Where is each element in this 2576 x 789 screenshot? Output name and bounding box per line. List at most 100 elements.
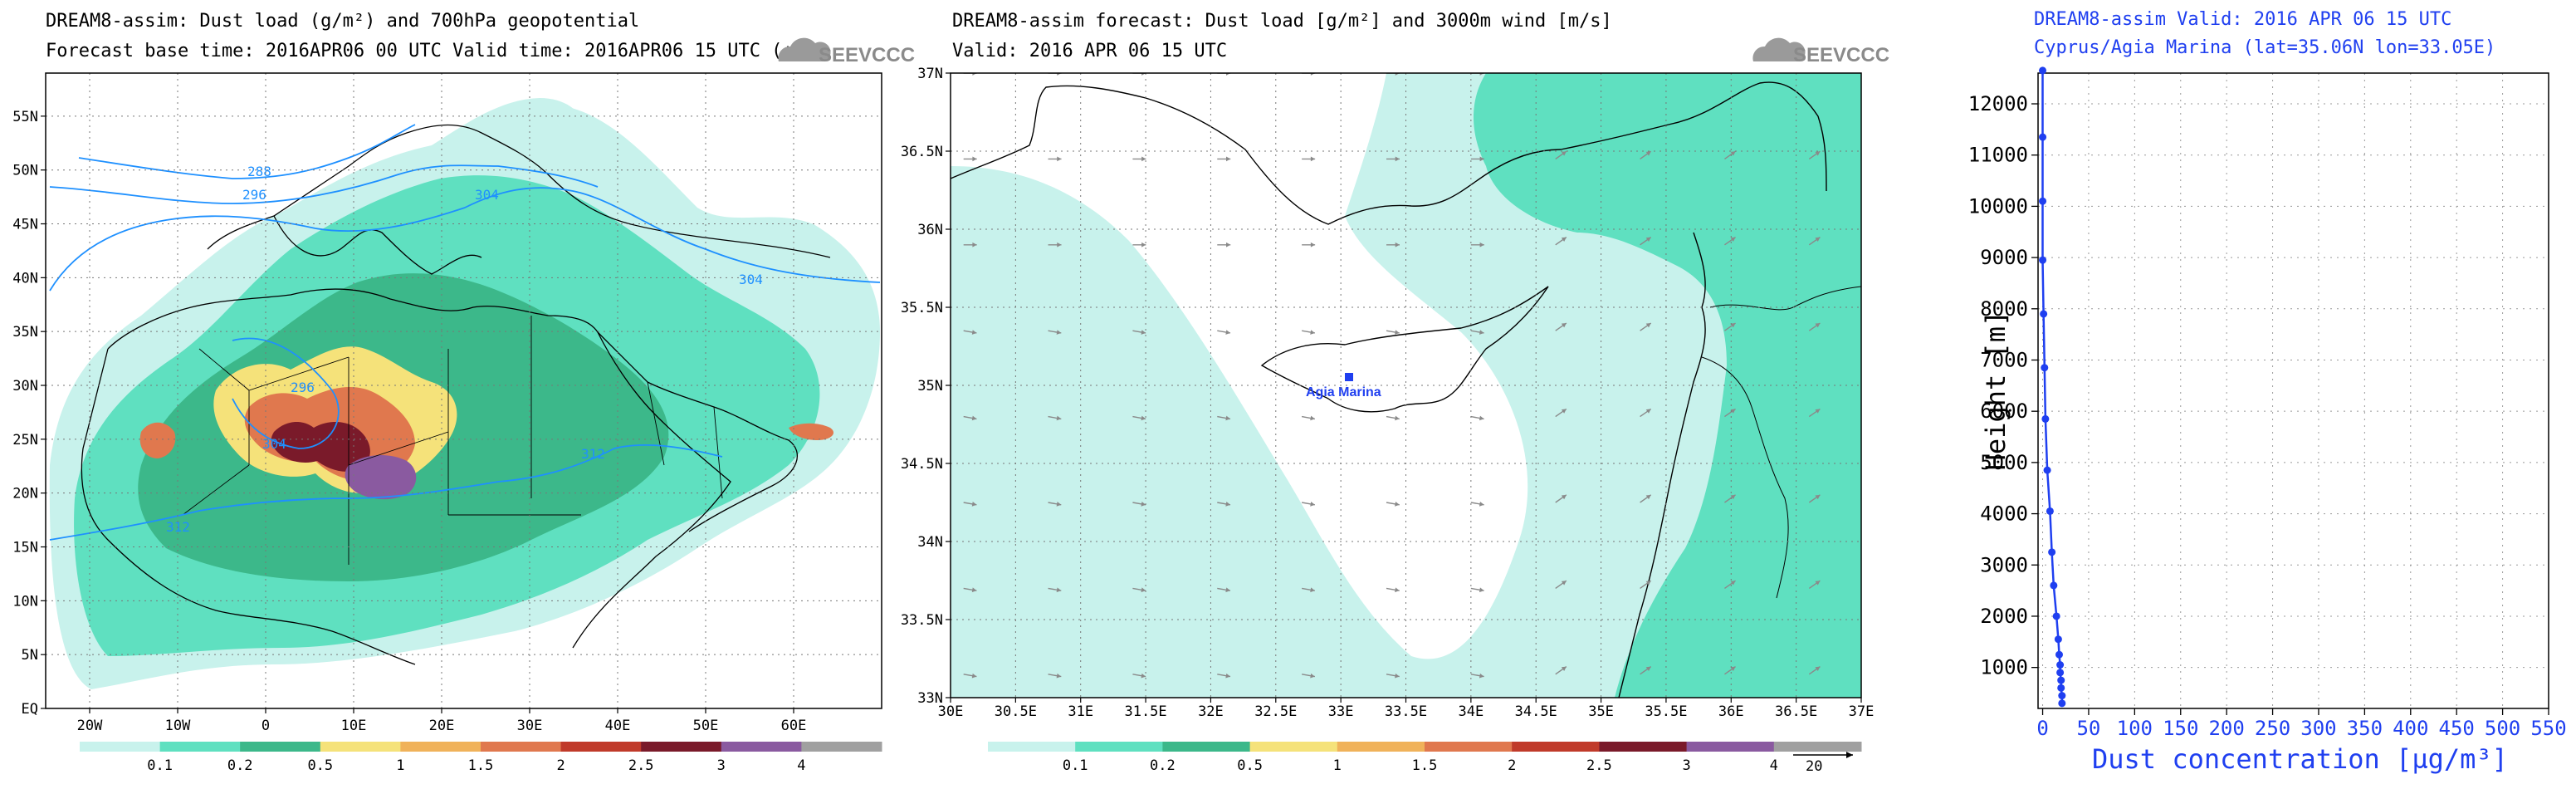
x-tick-label: 250 <box>2255 717 2290 740</box>
wind-arrowhead <box>1310 156 1316 162</box>
contour-label: 304 <box>739 272 763 287</box>
wind-arrowhead <box>1310 587 1315 593</box>
middle-lon-ticks: 30E 30.5E 31E 31.5E 32E 32.5E 33E 33.5E 34E 34.5E… <box>938 698 1874 720</box>
profile-data-point <box>2039 197 2047 205</box>
colorbar-segment <box>400 742 481 752</box>
border-syria-lebanon <box>1701 286 1861 599</box>
cloud-icon <box>778 37 831 61</box>
left-lon-ticks: 20W 10W 0 10E 20E 30E 40E 50E 60E <box>77 708 806 734</box>
contour-288 <box>78 124 416 179</box>
x-tick-label: 400 <box>2393 717 2428 740</box>
lat-tick-label: 36.5N <box>901 144 943 160</box>
geopotential-contours <box>49 124 881 541</box>
colorbar-segment <box>1075 742 1163 752</box>
lon-tick-label: 40E <box>605 718 631 734</box>
wind-arrowhead <box>1141 330 1146 335</box>
profile-data-point <box>2056 669 2065 677</box>
lon-tick-label: 31E <box>1068 703 1093 720</box>
wind-arrowhead <box>1479 587 1484 593</box>
colorbar-label: 1.5 <box>1412 757 1438 774</box>
wind-arrowhead <box>1815 409 1821 414</box>
wind-arrowhead <box>1479 673 1484 679</box>
station-label: Agia Marina <box>1306 385 1381 399</box>
colorbar-label: 4 <box>1770 757 1778 774</box>
lon-tick-label: 10E <box>341 718 367 734</box>
left-lat-ticks: 55N 50N 45N 40N 35N 30N 25N 20N 15N 10N 5N EQ <box>12 109 46 718</box>
middle-map: Agia Marina <box>951 66 1861 698</box>
left-title-line1: DREAM8-assim: Dust load (g/m²) and 700hP… <box>46 11 639 32</box>
colorbar-label: 1.5 <box>468 757 494 774</box>
contour-label: 296 <box>291 380 315 395</box>
wind-arrowhead <box>1815 237 1821 242</box>
profile-data-point <box>2056 661 2065 669</box>
wind-arrowhead <box>1225 673 1231 679</box>
wind-arrowhead <box>1141 242 1146 247</box>
profile-data-point <box>2039 133 2047 141</box>
profile-data-point <box>2046 507 2054 515</box>
wind-arrowhead <box>1561 237 1567 242</box>
wind-arrowhead <box>1815 323 1821 328</box>
profile-data-point <box>2050 581 2058 590</box>
wind-arrowhead <box>1057 242 1062 247</box>
lat-tick-label: 37N <box>917 66 943 82</box>
wind-arrowhead <box>1561 151 1567 156</box>
wind-arrowhead <box>1310 502 1315 507</box>
country-borders <box>182 316 723 565</box>
profile-data-point <box>2058 699 2066 708</box>
lon-tick-label: 35E <box>1588 703 1614 720</box>
profile-x-ticks: 0 50 100 150 200 250 300 350 400 450 500 550 <box>2036 708 2567 740</box>
wind-arrowhead <box>1141 502 1146 507</box>
wind-arrowhead <box>972 242 977 247</box>
dust-free-region <box>951 73 1528 659</box>
wind-arrowhead <box>971 673 977 679</box>
lon-tick-label: 30E <box>517 718 543 734</box>
wind-arrowhead <box>1815 581 1821 586</box>
lon-tick-label: 31.5E <box>1124 703 1166 720</box>
colorbar-segment <box>1773 742 1862 752</box>
wind-arrowhead <box>1645 409 1651 414</box>
dust-area-eastspot <box>789 423 834 440</box>
profile-data-point <box>2055 650 2063 659</box>
lat-tick-label: 35.5N <box>901 300 943 316</box>
x-tick-label: 500 <box>2485 717 2520 740</box>
profile-gridlines <box>2038 73 2549 708</box>
wind-arrowhead <box>1395 673 1400 679</box>
lon-tick-label: 20E <box>429 718 455 734</box>
colorbar-segment <box>641 742 722 752</box>
middle-panel: DREAM8-assim forecast: Dust load [g/m²] … <box>901 11 1889 775</box>
coastline-turkey <box>951 81 1827 225</box>
coastline-levant <box>1618 232 1706 698</box>
wind-arrowhead <box>1395 415 1400 421</box>
x-tick-label: 50 <box>2076 717 2100 740</box>
wind-reference-arrowhead <box>1846 752 1853 758</box>
profile-title-line1: DREAM8-assim Valid: 2016 APR 06 15 UTC <box>2034 9 2451 30</box>
wind-arrowhead <box>1395 156 1400 162</box>
wind-arrowhead <box>1730 151 1736 156</box>
profile-data-point <box>2041 414 2050 423</box>
wind-arrowhead <box>1056 587 1062 593</box>
lon-tick-label: 50E <box>693 718 719 734</box>
profile-data-point <box>2054 635 2062 644</box>
wind-arrowhead <box>1395 587 1400 593</box>
lon-tick-label: 36.5E <box>1775 703 1817 720</box>
lon-tick-label: 0 <box>262 718 270 734</box>
wind-arrowhead <box>971 415 977 421</box>
contour-label: 312 <box>581 446 605 462</box>
dust-area-westspot <box>139 422 176 458</box>
colorbar-label: 4 <box>797 757 805 774</box>
wind-arrowhead <box>1562 66 1567 70</box>
contour-label: 296 <box>242 187 266 203</box>
wind-arrowhead <box>971 330 977 335</box>
station-marker <box>1345 373 1353 381</box>
contour-304 <box>49 187 881 292</box>
colorbar-segment <box>1162 742 1251 752</box>
middle-logo-text: SEEVCCC <box>1793 44 1889 66</box>
y-tick-label: 5000 <box>1980 451 2028 474</box>
x-tick-label: 100 <box>2117 717 2153 740</box>
wind-arrow <box>1809 73 1811 74</box>
wind-arrowhead <box>1561 494 1567 500</box>
colorbar-label: 0.1 <box>1063 757 1088 774</box>
x-tick-label: 300 <box>2300 717 2336 740</box>
left-colorbar: 0.1 0.2 0.5 1 1.5 2 2.5 3 4 <box>80 742 882 774</box>
